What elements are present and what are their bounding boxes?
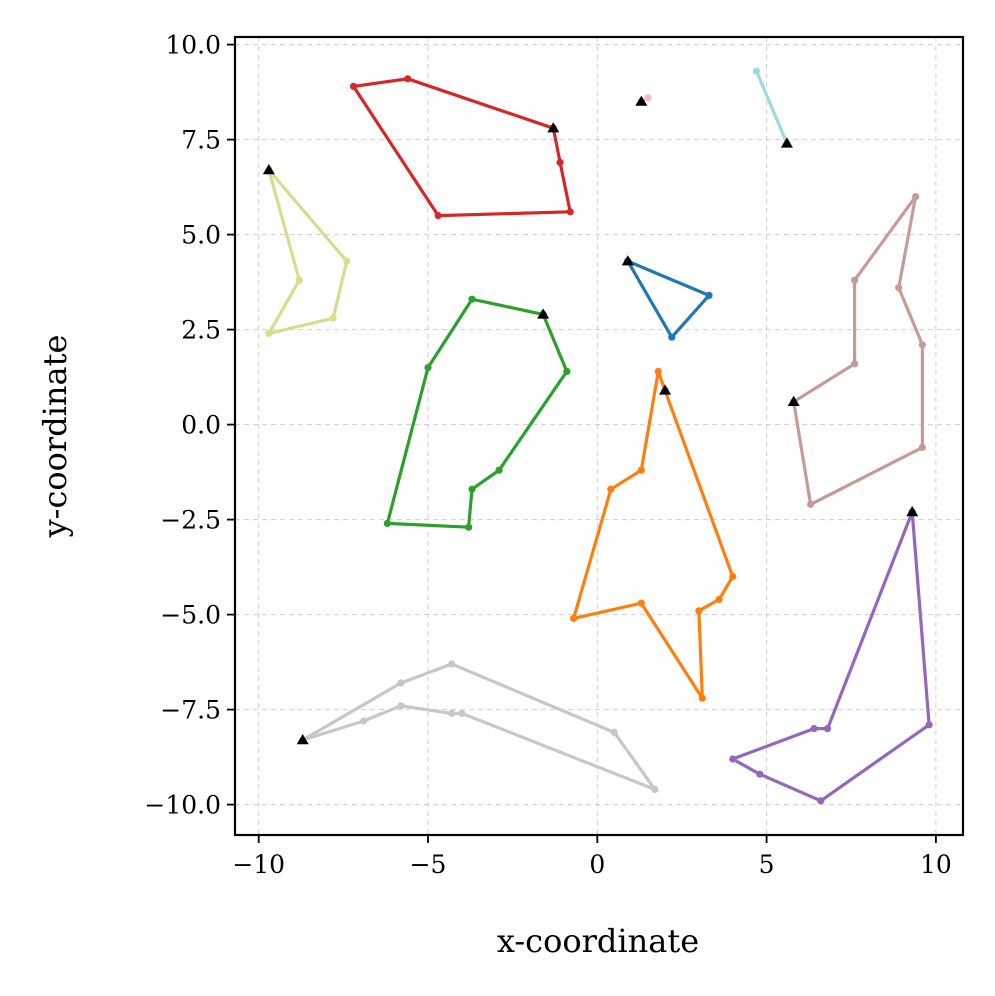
x-axis-label: x-coordinate	[497, 922, 699, 960]
path-gray-point	[397, 702, 405, 710]
path-gray-point	[360, 717, 368, 725]
path-olive-point	[265, 329, 273, 337]
path-olive-start-marker	[262, 164, 275, 175]
y-tick-label: −5.0	[160, 601, 221, 630]
path-brown-point	[918, 443, 926, 451]
path-red-point	[404, 75, 412, 83]
path-olive-point	[343, 257, 351, 265]
path-green-point	[424, 364, 432, 372]
path-green-line	[385, 297, 569, 529]
y-tick-label: −7.5	[160, 696, 221, 725]
path-purple-point	[729, 755, 737, 763]
path-pink-start-marker	[635, 95, 648, 106]
series-layer	[265, 67, 933, 805]
plot-frame	[233, 35, 965, 837]
y-tick-label: −2.5	[160, 506, 221, 535]
path-orange-point	[698, 694, 706, 702]
y-tick-label: 0.0	[181, 411, 221, 440]
path-olive-point	[295, 276, 303, 284]
path-orange-point	[637, 466, 645, 474]
path-lightblue-start-marker	[780, 137, 793, 148]
path-orange-point	[570, 614, 578, 623]
path-brown-point	[807, 500, 815, 508]
path-orange-point	[729, 573, 737, 581]
path-purple-start-marker	[906, 506, 919, 517]
path-purple-point	[817, 797, 825, 805]
path-green-point	[383, 519, 391, 528]
grid	[235, 37, 963, 835]
path-brown-start-marker	[787, 395, 800, 406]
marker-layer	[262, 95, 919, 745]
path-orange-point	[654, 367, 662, 375]
path-lightblue-line	[754, 69, 789, 145]
path-brown-point	[851, 360, 859, 368]
path-purple-point	[756, 770, 764, 778]
path-brown-point	[918, 341, 926, 349]
y-axis-ticks: 10.0 7.5 5.0 2.5 0.0 −2.5 −5.0 −7.5 −10.0	[144, 31, 235, 820]
y-tick-label: −10.0	[144, 791, 221, 820]
path-lightblue-point	[752, 67, 761, 75]
path-purple-point	[925, 721, 933, 729]
path-olive-point	[329, 314, 337, 322]
path-green-point	[563, 367, 571, 375]
path-gray-point	[651, 785, 659, 794]
path-red-point	[349, 82, 358, 90]
path-gray-start-marker	[296, 734, 309, 745]
path-brown-line	[792, 195, 925, 506]
y-tick-label: 5.0	[181, 221, 221, 250]
path-brown-point	[851, 276, 859, 284]
path-red-start-marker	[547, 122, 560, 133]
path-brown-point	[895, 284, 903, 292]
path-olive-line	[267, 168, 349, 335]
path-green-point	[468, 485, 476, 493]
path-blue-point	[668, 333, 676, 341]
path-red-point	[566, 208, 574, 216]
path-brown-point	[911, 193, 920, 201]
path-green-point	[468, 295, 476, 303]
y-tick-label: 2.5	[181, 316, 221, 345]
path-green-point	[495, 466, 503, 474]
y-tick-label: 7.5	[181, 126, 221, 155]
path-blue-point	[705, 291, 713, 299]
path-orange-point	[607, 485, 615, 493]
y-axis-label: y-coordinate	[36, 335, 74, 539]
path-gray-point	[448, 660, 456, 668]
path-purple-point	[823, 725, 832, 733]
path-gray-point	[397, 679, 405, 687]
path-gray-point	[610, 728, 618, 737]
path-red-point	[556, 158, 564, 166]
path-pink-point	[644, 94, 652, 102]
path-red-line	[351, 77, 572, 218]
path-blue-start-marker	[621, 255, 634, 266]
path-red-point	[434, 212, 442, 220]
path-purple-point	[810, 725, 818, 733]
x-tick-label: −5	[410, 850, 447, 879]
path-orange-point	[715, 595, 723, 604]
path-orange-start-marker	[659, 384, 672, 395]
path-gray-line	[301, 662, 657, 792]
path-orange-point	[637, 599, 645, 607]
x-axis-ticks: −10 −5 0 5 10	[232, 835, 952, 879]
path-blue-line	[626, 259, 711, 339]
path-purple-line	[731, 510, 931, 803]
x-tick-label: 0	[589, 850, 605, 879]
x-tick-label: 10	[920, 850, 952, 879]
path-gray-point	[448, 709, 456, 718]
x-tick-label: −10	[232, 850, 285, 879]
path-green-start-marker	[537, 308, 550, 319]
path-gray-point	[458, 709, 466, 718]
path-green-point	[465, 523, 473, 531]
x-tick-label: 5	[759, 850, 775, 879]
path-orange-point	[695, 607, 703, 615]
y-tick-label: 10.0	[165, 31, 221, 60]
